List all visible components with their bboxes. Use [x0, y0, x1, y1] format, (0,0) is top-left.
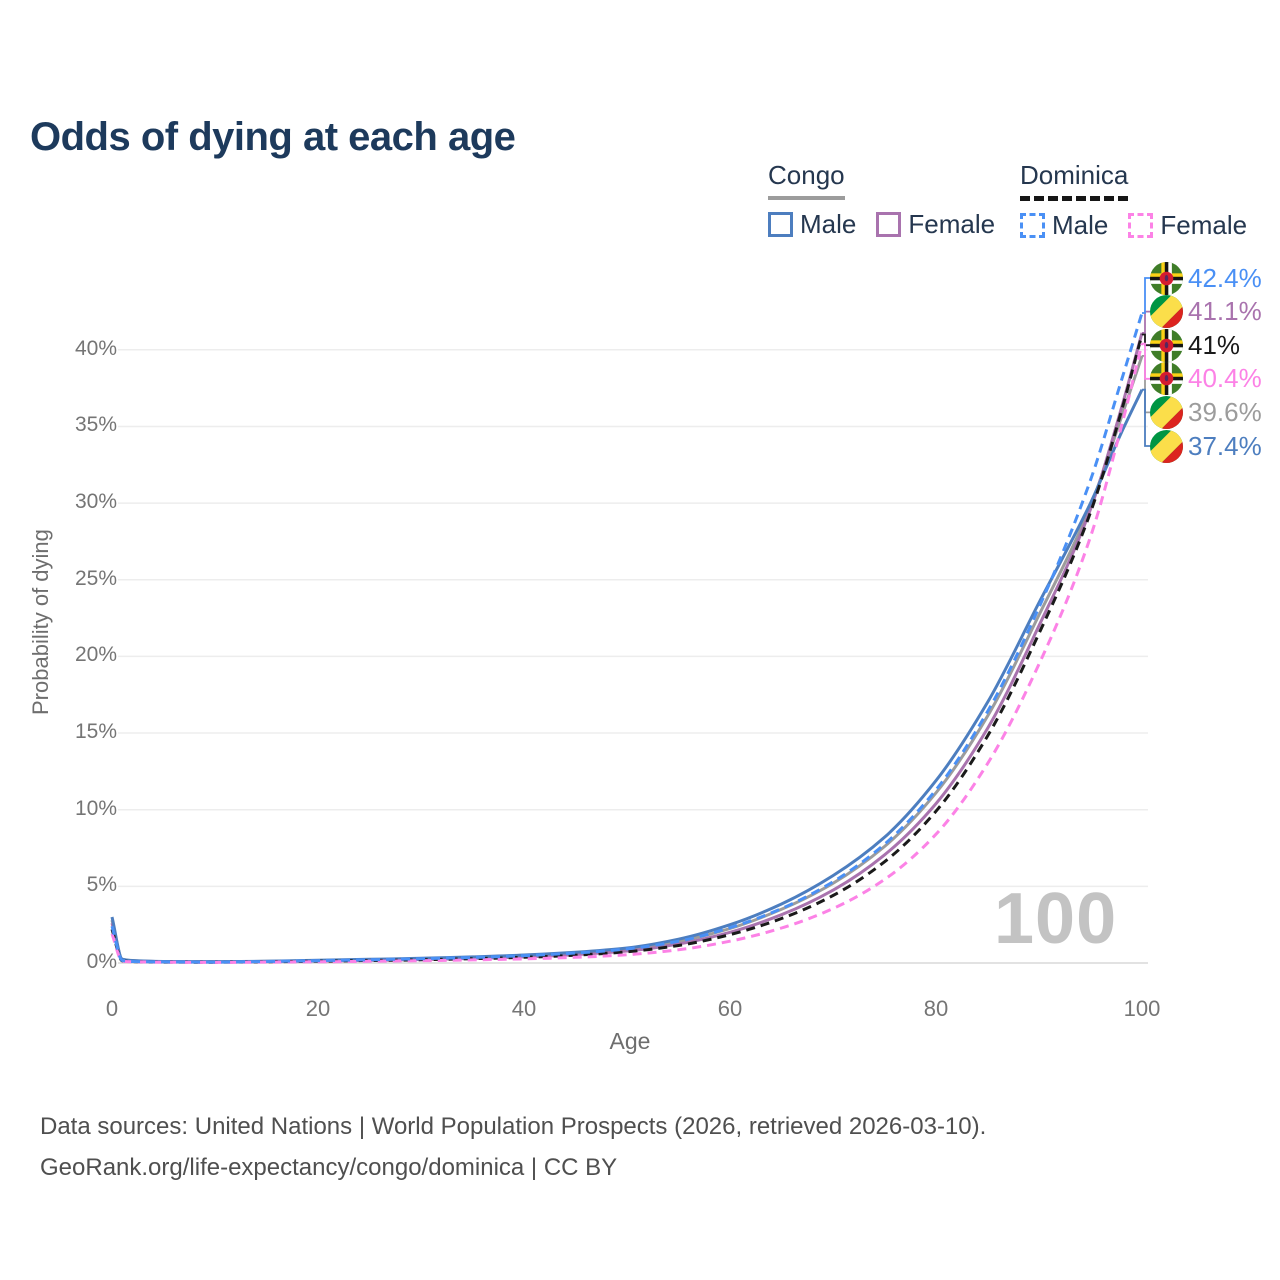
legend-item-label: Male [800, 209, 857, 239]
series-line-dominica-both[interactable] [110, 334, 1144, 964]
x-tick-20: 20 [305, 996, 331, 1021]
end-value-congo-female: 41.1% [1188, 296, 1262, 327]
end-label-congo-male: 37.4% [1150, 429, 1262, 463]
x-tick-0: 0 [105, 996, 119, 1021]
gridlines [118, 349, 1148, 964]
series-line-congo-male[interactable] [110, 389, 1144, 964]
x-tick-60: 60 [717, 996, 743, 1021]
series-line-dominica-female[interactable] [110, 343, 1144, 964]
legend-item-label: Female [908, 209, 996, 239]
end-label-congo-both: 39.6% [1150, 395, 1262, 429]
x-tick-40: 40 [511, 996, 537, 1021]
congo-flag-icon [1150, 395, 1183, 429]
end-label-dominica-male: 42.4% [1150, 261, 1262, 295]
end-label-congo-female: 41.1% [1150, 295, 1262, 329]
legend-item-label: Male [1052, 210, 1109, 240]
congo-female-swatch-icon[interactable] [876, 212, 902, 237]
dominica-flag-icon [1150, 261, 1183, 295]
y-tick-20%: 20% [74, 643, 117, 667]
legend-item-dominica-male[interactable]: Male [1020, 210, 1108, 241]
end-label-dominica-both: 41% [1150, 328, 1240, 362]
leader-line-congo-male [1142, 388, 1151, 447]
legend-header-dominica: Dominica [1020, 160, 1129, 201]
end-value-congo-both: 39.6% [1188, 396, 1262, 427]
congo-flag-icon [1150, 295, 1183, 329]
dominica-flag-icon [1150, 362, 1183, 396]
y-tick-0%: 0% [86, 950, 117, 973]
end-value-dominica-female: 40.4% [1188, 363, 1262, 394]
end-value-dominica-both: 41% [1188, 329, 1241, 360]
legend-item-dominica-female[interactable]: Female [1128, 210, 1247, 241]
dominica-flag-icon [1150, 328, 1183, 362]
legend-item-congo-female[interactable]: Female [876, 209, 995, 240]
legend-item-label: Female [1160, 210, 1248, 240]
leader-line-dominica-female [1142, 342, 1151, 380]
y-tick-15%: 15% [74, 720, 117, 744]
end-label-leaders [1142, 277, 1151, 447]
series-line-dominica-male[interactable] [110, 312, 1144, 964]
series-line-congo-both[interactable] [110, 355, 1144, 964]
y-tick-25%: 25% [74, 566, 117, 590]
dominica-flag-icon [1150, 261, 1183, 295]
hover-age-watermark: 100 [994, 879, 1118, 959]
congo-flag-icon [1150, 429, 1183, 463]
end-value-dominica-male: 42.4% [1188, 262, 1262, 293]
dominica-male-swatch-icon[interactable] [1020, 213, 1045, 238]
footer-url-line: GeoRank.org/life-expectancy/congo/domini… [40, 1154, 618, 1181]
legend-items-dominica: Male Female [1020, 210, 1247, 241]
dominica-flag-icon [1150, 362, 1183, 396]
legend-item-congo-male[interactable]: Male [768, 209, 856, 240]
legend-group-congo: Congo Male Female [768, 160, 995, 240]
end-label-dominica-female: 40.4% [1150, 362, 1262, 396]
congo-male-swatch-icon[interactable] [768, 212, 793, 237]
y-tick-10%: 10% [74, 796, 117, 820]
y-tick-35%: 35% [74, 413, 117, 437]
legend-group-dominica: Dominica Male Female [1020, 160, 1247, 241]
leader-line-congo-both [1142, 355, 1151, 414]
leader-line-dominica-male [1142, 277, 1151, 314]
y-axis-label: Probability of dying [28, 529, 53, 715]
series-line-congo-female[interactable] [110, 332, 1144, 964]
congo-flag-icon [1150, 429, 1183, 463]
page-title: Odds of dying at each age [30, 114, 516, 159]
footer: Data sources: United Nations | World Pop… [40, 1106, 986, 1188]
leader-line-dominica-both [1142, 333, 1151, 347]
congo-flag-icon [1150, 395, 1183, 429]
x-tick-80: 80 [923, 996, 949, 1021]
dominica-female-swatch-icon[interactable] [1128, 213, 1154, 238]
x-tick-100: 100 [1123, 996, 1161, 1021]
series-curves [110, 312, 1144, 964]
dominica-flag-icon [1150, 328, 1183, 362]
legend-items-congo: Male Female [768, 209, 995, 240]
congo-flag-icon [1150, 295, 1183, 329]
y-tick-30%: 30% [74, 490, 117, 514]
leader-line-congo-female [1142, 310, 1151, 334]
x-axis-label: Age [609, 1028, 651, 1054]
legend-header-congo: Congo [768, 160, 845, 200]
footer-sources-line: Data sources: United Nations | World Pop… [40, 1113, 987, 1140]
y-tick-40%: 40% [74, 336, 117, 360]
end-value-congo-male: 37.4% [1188, 430, 1262, 461]
y-tick-5%: 5% [86, 873, 117, 897]
